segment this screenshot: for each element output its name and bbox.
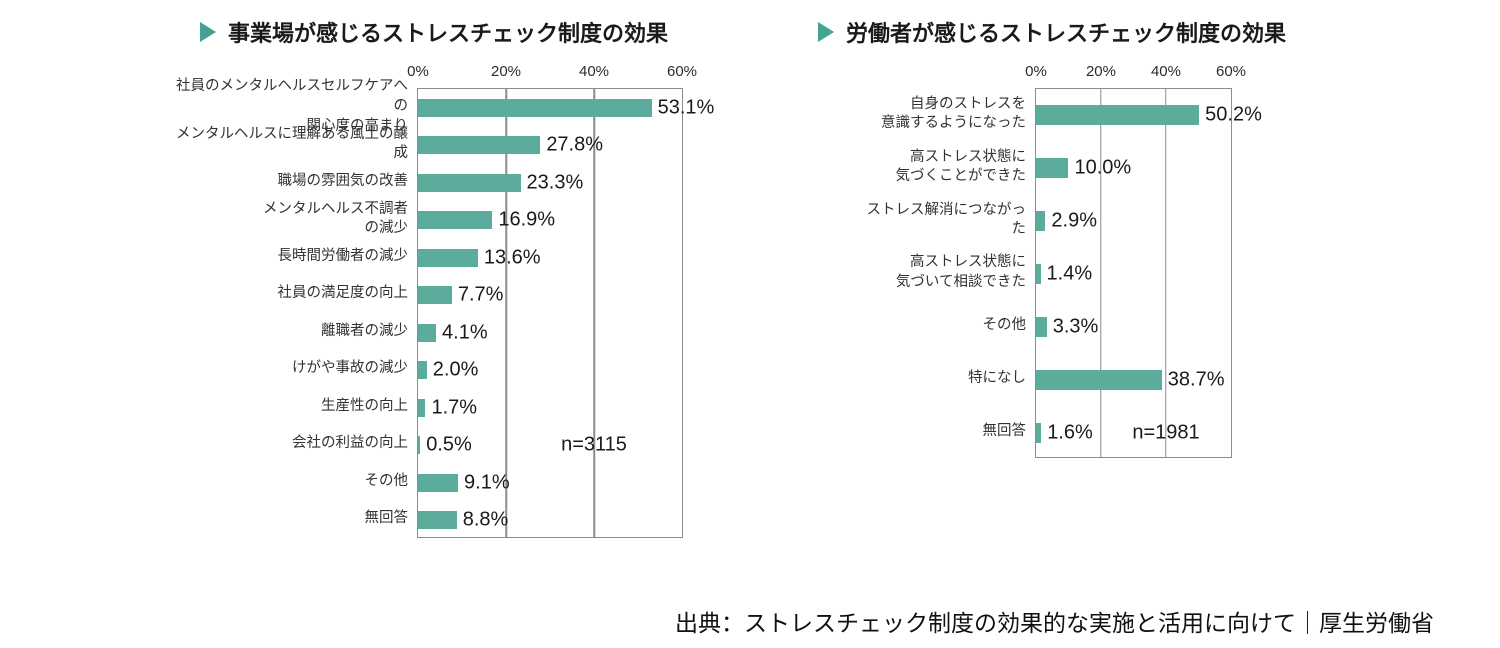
category-label: 自身のストレスを 意識するようになった xyxy=(881,95,1026,132)
value-label: 1.4% xyxy=(1046,262,1093,285)
category-label: その他 xyxy=(982,317,1027,334)
value-label: 50.2% xyxy=(1205,103,1262,126)
value-label: 2.0% xyxy=(432,358,479,381)
bar xyxy=(1036,316,1047,337)
category-label: けがや事故の減少 xyxy=(292,360,408,377)
bar xyxy=(418,511,457,530)
category-label: 長時間労働者の減少 xyxy=(277,247,409,264)
bar xyxy=(1036,105,1200,126)
value-label: 1.6% xyxy=(1047,421,1093,444)
x-axis-tick-label: 20% xyxy=(490,63,522,80)
bar xyxy=(1036,369,1162,390)
category-label: ストレス解消につながった xyxy=(866,201,1027,238)
gridline xyxy=(1100,89,1102,457)
category-label: 社員の満足度の向上 xyxy=(277,285,409,302)
x-axis-tick-label: 60% xyxy=(666,63,698,80)
bar xyxy=(418,286,452,305)
value-label: 23.3% xyxy=(526,171,584,194)
value-label: 27.8% xyxy=(546,133,604,156)
category-label: 会社の利益の向上 xyxy=(292,435,408,452)
category-label: 社員のメンタルヘルスセルフケアへの 関心度の高まり xyxy=(176,78,408,134)
gridline xyxy=(1165,89,1167,457)
value-label: 7.7% xyxy=(457,283,504,306)
bar xyxy=(1036,422,1042,443)
bar xyxy=(418,398,426,417)
chart-title-row: 事業場が感じるストレスチェック制度の効果 xyxy=(200,16,668,48)
category-label: 離職者の減少 xyxy=(321,322,408,339)
plot-area: 0% 20% 40% 60% 53.1% 27.8% 23.3% 16.9% 13.6% 7.7%… xyxy=(407,63,714,538)
bar xyxy=(418,436,421,455)
bar xyxy=(418,98,652,117)
x-axis-tick-label: 20% xyxy=(1085,63,1116,80)
bar xyxy=(418,248,478,267)
x-axis-tick-label: 40% xyxy=(578,63,610,80)
value-label: 9.1% xyxy=(464,471,510,494)
x-axis-tick-label: 0% xyxy=(407,63,429,80)
chart-body: 自身のストレスを 意識するようになった高ストレス状態に 気づくことができたストレ… xyxy=(855,63,1262,458)
category-label: メンタルヘルス不調者 の減少 xyxy=(263,200,408,237)
value-label: 1.7% xyxy=(431,396,478,419)
value-label: 16.9% xyxy=(498,208,556,231)
chart-body: 社員のメンタルヘルスセルフケアへの 関心度の高まり メンタルヘルスに理解ある風土の… xyxy=(170,63,714,538)
x-axis-tick-label: 60% xyxy=(1215,63,1247,80)
bar xyxy=(1036,211,1046,232)
source-caption: 出典：ストレスチェック制度の効果的な実施と活用に向けて｜厚生労働省 xyxy=(675,610,1434,636)
value-label: 4.1% xyxy=(442,321,488,344)
category-label: 無回答 xyxy=(364,510,409,527)
gridline xyxy=(505,89,507,537)
bar xyxy=(418,323,437,342)
value-label: 3.3% xyxy=(1052,315,1099,338)
category-label: メンタルヘルスに理解ある風土の醸成 xyxy=(176,125,408,162)
gridline xyxy=(593,89,595,537)
bar xyxy=(418,473,459,492)
category-labels: 社員のメンタルヘルスセルフケアへの 関心度の高まり メンタルヘルスに理解ある風土の… xyxy=(170,78,417,538)
bar xyxy=(1036,158,1069,179)
category-label: 職場の雰囲気の改善 xyxy=(277,172,409,189)
value-label: 0.5% xyxy=(426,433,472,456)
category-label: 高ストレス状態に 気づいて相談できた xyxy=(895,254,1026,290)
value-label: 8.8% xyxy=(462,508,509,531)
bar xyxy=(418,136,541,155)
category-label: その他 xyxy=(364,472,409,489)
value-label: 13.6% xyxy=(483,246,541,269)
triangle-bullet-icon xyxy=(200,22,216,42)
plot-area: 0% 20% 40% 60% 50.2% 10.0% 2.9% 1.4% 3.3% 38.7% 1.… xyxy=(1025,63,1262,458)
sample-size-label: n=1981 xyxy=(1132,421,1200,444)
x-axis-tick-label: 0% xyxy=(1025,63,1047,80)
bar xyxy=(418,211,493,230)
value-label: 10.0% xyxy=(1074,156,1132,179)
category-label: 高ストレス状態に 気づくことができた xyxy=(895,148,1027,185)
chart-title-row: 労働者が感じるストレスチェック制度の効果 xyxy=(818,16,1286,48)
category-label: 無回答 xyxy=(982,422,1027,439)
bar xyxy=(418,361,427,380)
x-axis-tick-label: 40% xyxy=(1150,63,1181,80)
value-label: 53.1% xyxy=(657,96,715,119)
category-label: 特になし xyxy=(968,369,1026,386)
category-label: 生産性の向上 xyxy=(321,397,408,414)
value-label: 38.7% xyxy=(1167,368,1225,391)
triangle-bullet-icon xyxy=(818,22,834,42)
bar xyxy=(418,173,521,192)
value-label: 2.9% xyxy=(1051,209,1098,232)
bar xyxy=(1036,264,1041,284)
chart-title: 労働者が感じるストレスチェック制度の効果 xyxy=(846,21,1287,46)
sample-size-label: n=3115 xyxy=(561,433,627,456)
category-labels: 自身のストレスを 意識するようになった高ストレス状態に 気づくことができたストレ… xyxy=(855,88,1035,458)
chart-title: 事業場が感じるストレスチェック制度の効果 xyxy=(228,21,669,46)
